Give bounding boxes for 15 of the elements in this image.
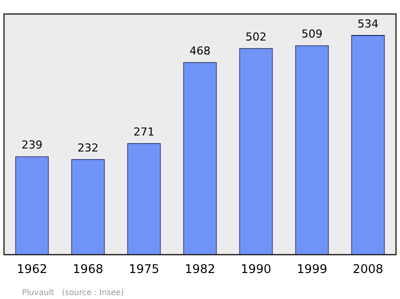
data-label: 271 (134, 126, 154, 138)
data-label: 509 (302, 28, 322, 41)
x-tick-label: 1975 (128, 262, 160, 276)
data-label: 534 (358, 17, 378, 30)
x-tick-label: 1999 (296, 262, 328, 276)
data-label: 468 (190, 44, 210, 58)
data-label: 232 (78, 142, 98, 155)
text: Pluvault (source : Insee) (22, 288, 124, 297)
x-tick-label: 2008 (352, 262, 384, 276)
x-tick-label: 1990 (240, 262, 272, 276)
data-label: 239 (22, 138, 42, 152)
x-tick-label: 1968 (72, 262, 104, 276)
x-tick-label: 1962 (16, 262, 48, 276)
data-label: 502 (246, 30, 266, 44)
x-tick-label: 1982 (184, 262, 216, 276)
